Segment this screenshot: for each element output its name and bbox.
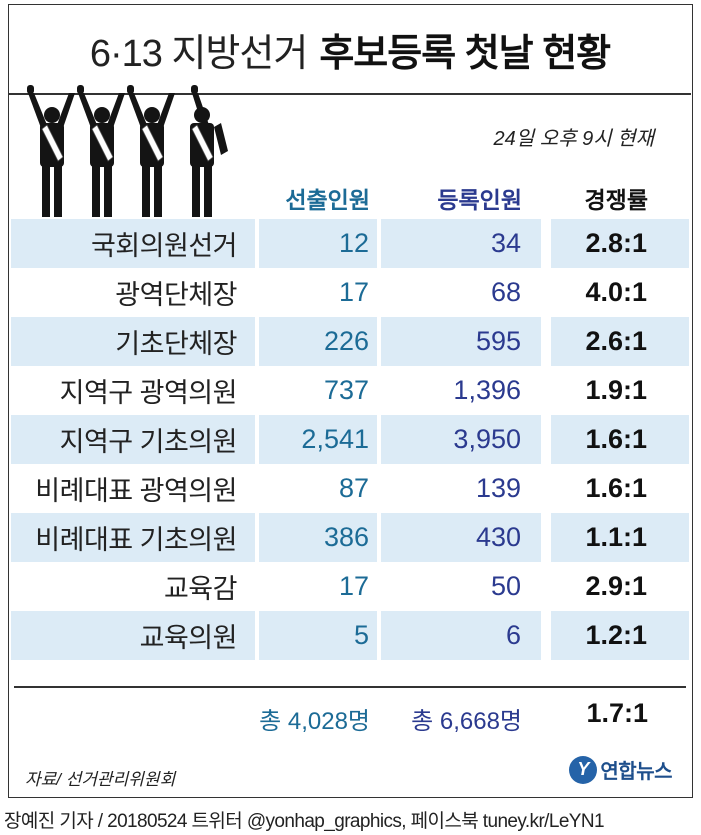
- row-shade: [381, 611, 541, 660]
- column-header-registered: 등록인원: [437, 187, 522, 213]
- row-elected: 17: [338, 277, 369, 307]
- row-ratio: 1.2:1: [585, 620, 647, 650]
- table-row: 비례대표 광역의원 87 139 1.6:1: [9, 464, 691, 513]
- row-registered: 34: [490, 228, 521, 258]
- row-shade: [259, 219, 377, 268]
- row-shade: [11, 611, 255, 660]
- title-bold: 후보등록 첫날 현황: [319, 32, 611, 75]
- column-header-elected: 선출인원: [285, 187, 370, 213]
- row-ratio: 1.6:1: [585, 424, 647, 454]
- row-registered: 1,396: [453, 375, 521, 405]
- row-ratio: 2.9:1: [585, 571, 647, 601]
- row-registered: 6: [505, 620, 521, 650]
- table-row: 비례대표 기초의원 386 430 1.1:1: [9, 513, 691, 562]
- title-divider: [9, 93, 691, 95]
- table-row: 광역단체장 17 68 4.0:1: [9, 268, 691, 317]
- row-elected: 17: [338, 571, 369, 601]
- row-shade: [551, 317, 689, 366]
- timestamp: 24일 오후 9시 현재: [493, 128, 654, 150]
- infographic-frame: 6·13 지방선거 후보등록 첫날 현황: [8, 4, 693, 798]
- row-shade: [551, 611, 689, 660]
- row-name: 교육감: [163, 574, 238, 604]
- row-shade: [11, 219, 255, 268]
- row-ratio: 1.1:1: [585, 522, 647, 552]
- row-elected: 386: [323, 522, 369, 552]
- row-ratio: 1.9:1: [585, 375, 647, 405]
- table-row: 지역구 기초의원 2,541 3,950 1.6:1: [9, 415, 691, 464]
- row-shade: [11, 317, 255, 366]
- page-title: 6·13 지방선거 후보등록 첫날 현황: [9, 5, 691, 93]
- table-row: 교육의원 5 6 1.2:1: [9, 611, 691, 660]
- row-registered: 68: [490, 277, 521, 307]
- row-shade: [381, 415, 541, 464]
- row-shade: [259, 611, 377, 660]
- row-shade: [259, 317, 377, 366]
- row-shade: [259, 513, 377, 562]
- column-header-ratio: 경쟁률: [584, 187, 648, 213]
- candidates-raising-hands-icon: [27, 85, 228, 217]
- yonhap-logo-text: 연합뉴스: [600, 761, 672, 783]
- table-row: 국회의원선거 12 34 2.8:1: [9, 219, 691, 268]
- row-name: 지역구 광역의원: [59, 378, 238, 408]
- row-registered: 3,950: [453, 424, 521, 454]
- row-ratio: 2.8:1: [585, 228, 647, 258]
- credit-line: 장예진 기자 / 20180524 트위터 @yonhap_graphics, …: [4, 811, 605, 832]
- row-shade: [11, 415, 255, 464]
- row-ratio: 4.0:1: [585, 277, 647, 307]
- yonhap-logo: Y 연합뉴스: [569, 755, 672, 784]
- row-elected: 87: [338, 473, 369, 503]
- total-ratio: 1.7:1: [586, 698, 648, 728]
- row-name: 국회의원선거: [90, 231, 238, 261]
- row-name: 지역구 기초의원: [59, 427, 238, 457]
- row-shade: [259, 415, 377, 464]
- row-shade: [381, 317, 541, 366]
- row-name: 비례대표 광역의원: [35, 476, 237, 506]
- candidate-figure-2: [77, 85, 125, 217]
- candidate-figure-3: [127, 85, 175, 217]
- title-light: 6·13 지방선거: [89, 32, 308, 75]
- total-elected: 총 4,028명: [259, 708, 370, 735]
- table-row: 지역구 광역의원 737 1,396 1.9:1: [9, 366, 691, 415]
- row-shade: [381, 219, 541, 268]
- row-shade: [551, 415, 689, 464]
- row-name: 교육의원: [139, 623, 238, 653]
- row-shade: [551, 219, 689, 268]
- row-elected: 226: [323, 326, 369, 356]
- row-registered: 430: [475, 522, 521, 552]
- table-row: 기초단체장 226 595 2.6:1: [9, 317, 691, 366]
- row-name: 기초단체장: [115, 329, 237, 359]
- row-elected: 12: [338, 228, 369, 258]
- row-elected: 737: [323, 375, 369, 405]
- data-table: 국회의원선거 12 34 2.8:1 광역단체장 17 68 4.0:1 기초단…: [9, 219, 691, 660]
- row-ratio: 2.6:1: [585, 326, 647, 356]
- row-ratio: 1.6:1: [585, 473, 647, 503]
- row-elected: 2,541: [301, 424, 369, 454]
- total-registered: 총 6,668명: [411, 708, 522, 735]
- candidate-figure-1: [27, 85, 75, 217]
- row-name: 비례대표 기초의원: [35, 525, 237, 555]
- row-shade: [11, 513, 255, 562]
- source-note: 자료/ 선거관리위원회: [25, 770, 176, 789]
- row-registered: 139: [475, 473, 521, 503]
- row-name: 광역단체장: [115, 280, 237, 310]
- totals-divider: [14, 686, 686, 688]
- yonhap-logo-icon: Y: [569, 755, 598, 784]
- row-registered: 595: [475, 326, 521, 356]
- row-shade: [551, 513, 689, 562]
- table-row: 교육감 17 50 2.9:1: [9, 562, 691, 611]
- row-registered: 50: [490, 571, 521, 601]
- row-elected: 5: [353, 620, 369, 650]
- row-shade: [381, 513, 541, 562]
